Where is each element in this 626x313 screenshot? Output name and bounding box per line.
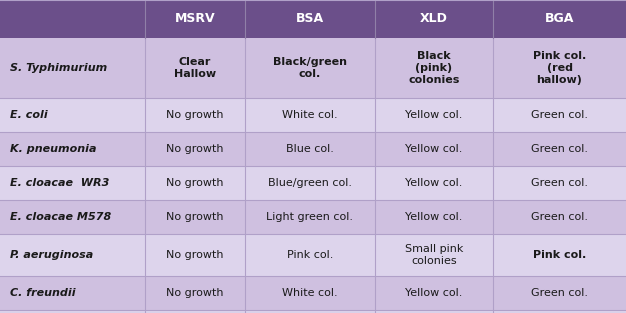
Bar	[245, 234, 375, 276]
Text: Green col.: Green col.	[531, 212, 588, 222]
Bar	[375, 276, 493, 310]
Bar	[375, 166, 493, 200]
Bar	[145, 276, 245, 310]
Text: Light green col.: Light green col.	[267, 212, 354, 222]
Text: Small pink
colonies: Small pink colonies	[405, 244, 463, 266]
Text: E. coli: E. coli	[10, 110, 48, 120]
Text: BGA: BGA	[545, 13, 574, 25]
Bar	[375, 234, 493, 276]
Text: Clear
Hallow: Clear Hallow	[174, 57, 216, 79]
Bar	[493, 234, 626, 276]
Bar	[0, 200, 145, 234]
Bar	[375, 38, 493, 98]
Bar	[145, 132, 245, 166]
Text: C. freundii: C. freundii	[10, 288, 76, 298]
Bar	[245, 276, 375, 310]
Text: S. Typhimurium: S. Typhimurium	[10, 63, 107, 73]
Text: XLD: XLD	[420, 13, 448, 25]
Text: No growth: No growth	[167, 178, 223, 188]
Bar	[493, 166, 626, 200]
Bar	[245, 200, 375, 234]
Text: Blue/green col.: Blue/green col.	[268, 178, 352, 188]
Text: Yellow col.: Yellow col.	[405, 178, 463, 188]
Text: No growth: No growth	[167, 288, 223, 298]
Bar	[245, 98, 375, 132]
Bar	[145, 166, 245, 200]
Bar	[145, 38, 245, 98]
Text: Black/green
col.: Black/green col.	[273, 57, 347, 79]
Text: White col.: White col.	[282, 110, 338, 120]
Bar	[375, 98, 493, 132]
Bar	[375, 132, 493, 166]
Bar	[493, 200, 626, 234]
Bar	[375, 200, 493, 234]
Text: No growth: No growth	[167, 250, 223, 260]
Text: No growth: No growth	[167, 144, 223, 154]
Bar	[145, 0, 245, 38]
Text: No growth: No growth	[167, 110, 223, 120]
Bar	[375, 0, 493, 38]
Text: BSA: BSA	[296, 13, 324, 25]
Text: Green col.: Green col.	[531, 110, 588, 120]
Text: Yellow col.: Yellow col.	[405, 144, 463, 154]
Bar	[493, 132, 626, 166]
Bar	[0, 0, 145, 38]
Text: MSRV: MSRV	[175, 13, 215, 25]
Bar	[0, 234, 145, 276]
Bar	[493, 38, 626, 98]
Bar	[0, 276, 145, 310]
Bar	[145, 234, 245, 276]
Bar	[493, 276, 626, 310]
Bar	[145, 200, 245, 234]
Text: Yellow col.: Yellow col.	[405, 110, 463, 120]
Bar	[0, 166, 145, 200]
Bar	[493, 0, 626, 38]
Text: K. pneumonia: K. pneumonia	[10, 144, 96, 154]
Text: No growth: No growth	[167, 212, 223, 222]
Text: Yellow col.: Yellow col.	[405, 212, 463, 222]
Bar	[145, 98, 245, 132]
Text: E. cloacae M578: E. cloacae M578	[10, 212, 111, 222]
Bar	[245, 132, 375, 166]
Text: Pink col.: Pink col.	[287, 250, 333, 260]
Bar	[0, 132, 145, 166]
Bar	[0, 38, 145, 98]
Text: P. aeruginosa: P. aeruginosa	[10, 250, 93, 260]
Text: Blue col.: Blue col.	[286, 144, 334, 154]
Bar	[0, 98, 145, 132]
Text: Green col.: Green col.	[531, 178, 588, 188]
Text: Black
(pink)
colonies: Black (pink) colonies	[408, 51, 459, 85]
Text: White col.: White col.	[282, 288, 338, 298]
Text: Green col.: Green col.	[531, 144, 588, 154]
Text: Green col.: Green col.	[531, 288, 588, 298]
Bar	[245, 0, 375, 38]
Bar	[245, 38, 375, 98]
Bar	[245, 166, 375, 200]
Bar	[493, 98, 626, 132]
Text: Pink col.
(red
hallow): Pink col. (red hallow)	[533, 51, 586, 85]
Text: Pink col.: Pink col.	[533, 250, 586, 260]
Text: Yellow col.: Yellow col.	[405, 288, 463, 298]
Text: E. cloacae  WR3: E. cloacae WR3	[10, 178, 110, 188]
